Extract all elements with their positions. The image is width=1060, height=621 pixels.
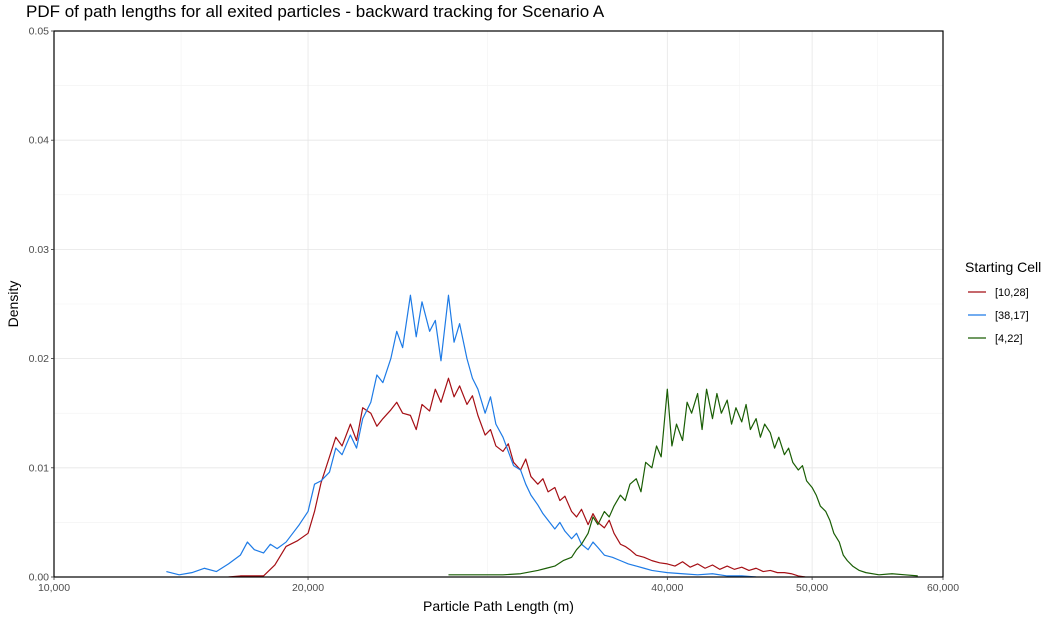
chart-title: PDF of path lengths for all exited parti… (26, 2, 605, 21)
y-axis-title: Density (5, 281, 21, 328)
legend: Starting Cell [10,28] [38,17] [4,22] (965, 259, 1041, 345)
legend-label-2: [4,22] (995, 333, 1023, 345)
y-tick-label: 0.00 (29, 572, 50, 584)
legend-label-0: [10,28] (995, 287, 1029, 299)
tick-layer: 0.00 0.01 0.02 0.03 0.04 0.05 10,000 20,000 40,0… (29, 26, 960, 595)
panel-border (53, 30, 944, 578)
grid-layer (53, 30, 944, 578)
x-tick-label: 40,000 (651, 582, 683, 594)
y-tick-label: 0.05 (29, 26, 50, 38)
series-line-2 (448, 388, 918, 577)
x-tick-label: 50,000 (796, 582, 828, 594)
series-layer (166, 294, 918, 577)
series-line-0 (228, 377, 806, 577)
y-tick-label: 0.02 (29, 353, 50, 365)
y-tick-label: 0.01 (29, 462, 50, 474)
series-line-1 (166, 294, 757, 577)
x-tick-label: 10,000 (38, 582, 70, 594)
x-axis-title: Particle Path Length (m) (423, 598, 574, 614)
y-tick-label: 0.04 (29, 135, 50, 147)
legend-title: Starting Cell (965, 259, 1041, 275)
legend-label-1: [38,17] (995, 310, 1029, 322)
x-tick-label: 20,000 (292, 582, 324, 594)
y-tick-label: 0.03 (29, 244, 50, 256)
x-tick-label: 60,000 (927, 582, 959, 594)
